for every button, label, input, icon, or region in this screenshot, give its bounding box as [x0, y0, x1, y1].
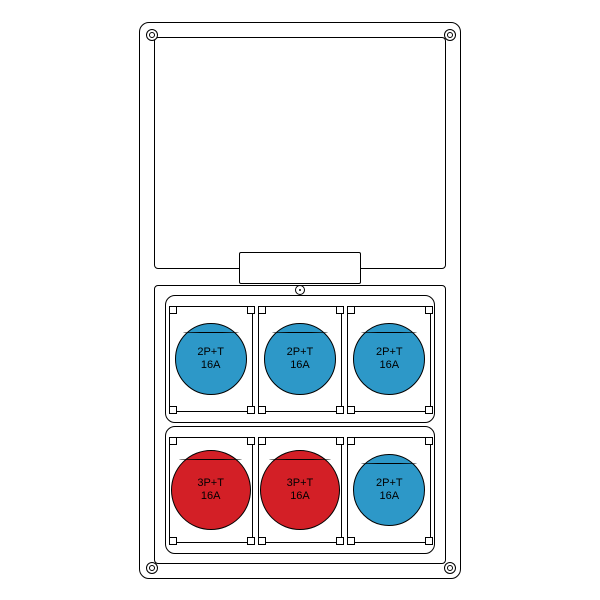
cee-socket: 2P+T16A	[264, 323, 336, 395]
socket-cap-line	[272, 332, 328, 333]
socket-mount-plate: 2P+T16A	[258, 306, 342, 412]
plate-notch-icon	[258, 306, 266, 314]
socket-mount-plate: 3P+T16A	[258, 437, 342, 543]
plate-notch-icon	[347, 406, 355, 414]
plate-notch-icon	[347, 306, 355, 314]
socket-label: 2P+T16A	[197, 346, 224, 371]
plate-notch-icon	[347, 437, 355, 445]
socket-mount-plate: 2P+T16A	[347, 437, 431, 543]
cee-socket: 3P+T16A	[171, 450, 251, 530]
socket-mount-plate: 2P+T16A	[347, 306, 431, 412]
socket-panel: 2P+T16A 2P+T16A 2P+T16A 3P+T16A 3P+T16A 2P+T1…	[154, 285, 446, 564]
cee-socket: 2P+T16A	[175, 323, 247, 395]
corner-screw-icon	[146, 562, 158, 574]
plate-notch-icon	[336, 537, 344, 545]
plate-notch-icon	[247, 437, 255, 445]
socket-label: 2P+T16A	[376, 346, 403, 371]
plate-notch-icon	[169, 437, 177, 445]
socket-label: 2P+T16A	[376, 477, 403, 502]
plate-notch-icon	[247, 537, 255, 545]
plate-notch-icon	[425, 537, 433, 545]
socket-mount-plate: 2P+T16A	[169, 306, 253, 412]
corner-screw-icon	[444, 29, 456, 41]
plate-notch-icon	[258, 406, 266, 414]
label-tab	[239, 252, 361, 284]
socket-label: 2P+T16A	[287, 346, 314, 371]
socket-cap-line	[361, 332, 417, 333]
socket-label: 3P+T16A	[197, 477, 224, 502]
plate-notch-icon	[169, 406, 177, 414]
plate-notch-icon	[247, 406, 255, 414]
plate-notch-icon	[169, 306, 177, 314]
plate-notch-icon	[347, 537, 355, 545]
cee-socket: 2P+T16A	[353, 454, 425, 526]
corner-screw-icon	[146, 29, 158, 41]
top-blank-panel	[154, 37, 446, 269]
distribution-box: 2P+T16A 2P+T16A 2P+T16A 3P+T16A 3P+T16A 2P+T1…	[139, 22, 461, 579]
socket-row: 3P+T16A 3P+T16A 2P+T16A	[165, 426, 435, 554]
plate-notch-icon	[336, 306, 344, 314]
plate-notch-icon	[336, 406, 344, 414]
socket-row: 2P+T16A 2P+T16A 2P+T16A	[165, 295, 435, 423]
socket-cap-line	[361, 463, 417, 464]
cee-socket: 3P+T16A	[260, 450, 340, 530]
plate-notch-icon	[258, 537, 266, 545]
socket-label: 3P+T16A	[287, 477, 314, 502]
plate-notch-icon	[247, 306, 255, 314]
socket-mount-plate: 3P+T16A	[169, 437, 253, 543]
plate-notch-icon	[336, 437, 344, 445]
plate-notch-icon	[425, 306, 433, 314]
plate-notch-icon	[425, 406, 433, 414]
plate-notch-icon	[169, 537, 177, 545]
corner-screw-icon	[444, 562, 456, 574]
socket-cap-line	[269, 459, 331, 460]
socket-cap-line	[179, 459, 241, 460]
plate-notch-icon	[258, 437, 266, 445]
plate-notch-icon	[425, 437, 433, 445]
socket-cap-line	[183, 332, 239, 333]
cee-socket: 2P+T16A	[353, 323, 425, 395]
